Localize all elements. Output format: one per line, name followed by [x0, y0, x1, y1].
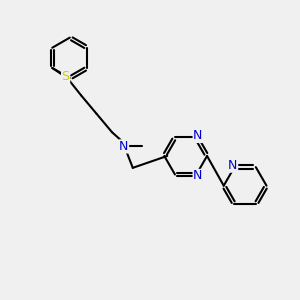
Text: S: S	[61, 70, 70, 83]
Text: N: N	[193, 169, 203, 182]
Text: N: N	[228, 159, 238, 172]
Text: N: N	[119, 140, 129, 153]
Text: N: N	[193, 129, 203, 142]
